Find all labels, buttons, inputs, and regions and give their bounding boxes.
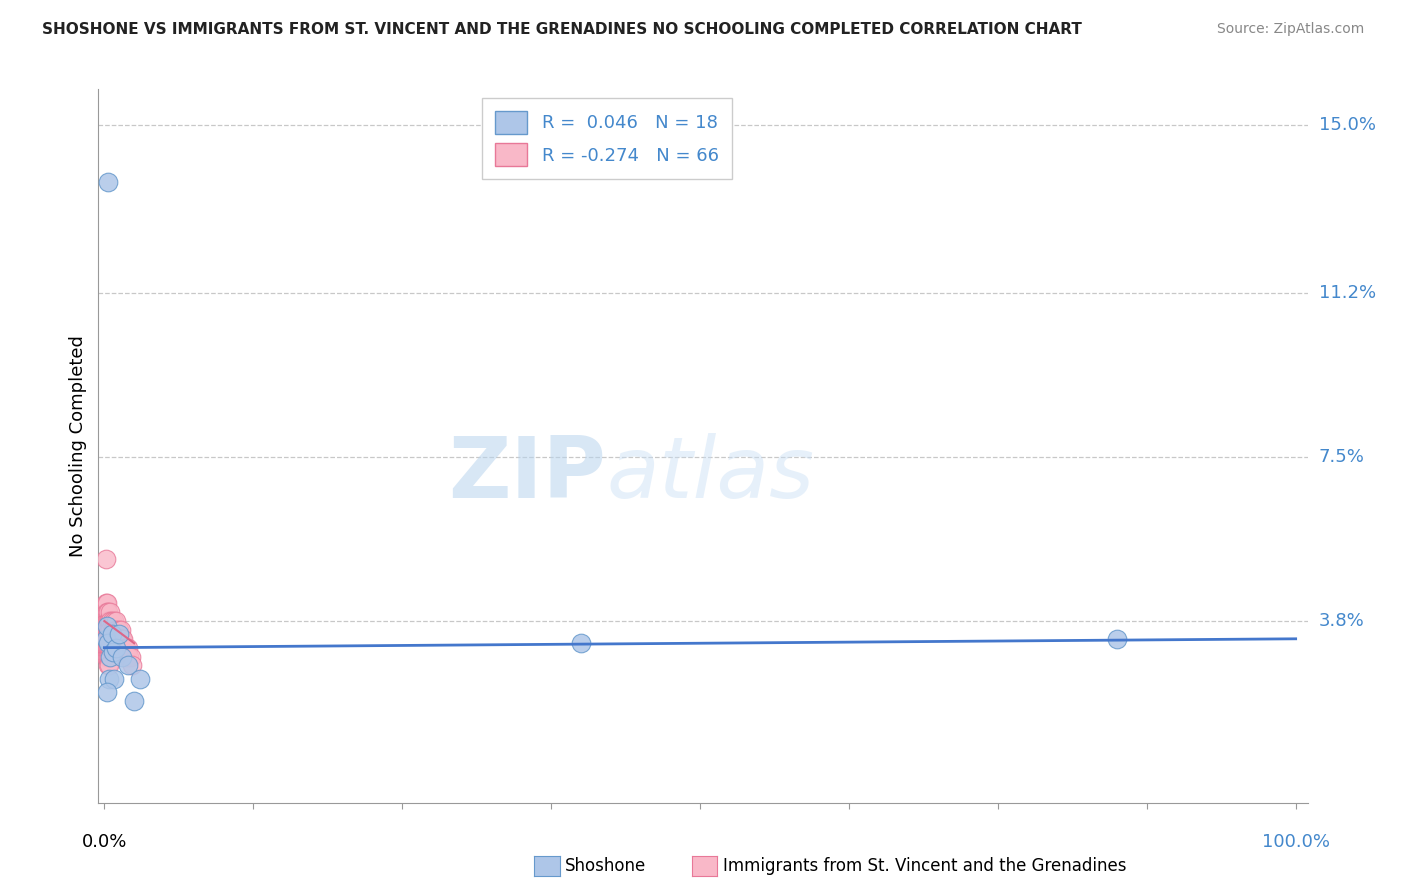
Point bbox=[107, 632, 129, 646]
Point bbox=[114, 640, 136, 655]
Point bbox=[94, 623, 117, 637]
Point bbox=[110, 632, 132, 646]
Point bbox=[105, 623, 128, 637]
Point bbox=[129, 672, 152, 686]
Point bbox=[98, 640, 121, 655]
Point bbox=[94, 640, 117, 655]
Point bbox=[96, 623, 118, 637]
Point bbox=[96, 632, 118, 646]
Point bbox=[569, 636, 592, 650]
Point bbox=[120, 649, 142, 664]
Text: 11.2%: 11.2% bbox=[1319, 284, 1376, 302]
Point bbox=[122, 694, 145, 708]
Point bbox=[108, 632, 131, 646]
Point bbox=[103, 623, 125, 637]
Point bbox=[105, 640, 128, 655]
Point bbox=[121, 658, 143, 673]
Text: Source: ZipAtlas.com: Source: ZipAtlas.com bbox=[1216, 22, 1364, 37]
Point bbox=[100, 614, 122, 628]
Point bbox=[107, 627, 129, 641]
Point bbox=[103, 614, 125, 628]
Point bbox=[104, 623, 127, 637]
Point bbox=[101, 632, 124, 646]
Point bbox=[98, 623, 121, 637]
Point bbox=[107, 640, 129, 655]
Legend: R =  0.046   N = 18, R = -0.274   N = 66: R = 0.046 N = 18, R = -0.274 N = 66 bbox=[482, 98, 731, 179]
Point bbox=[100, 623, 122, 637]
Point bbox=[98, 623, 121, 637]
Point bbox=[101, 640, 124, 655]
Point bbox=[104, 632, 127, 646]
Point bbox=[107, 632, 129, 646]
Point bbox=[94, 632, 117, 646]
Point bbox=[97, 614, 120, 628]
Point bbox=[96, 685, 118, 699]
Point bbox=[96, 596, 118, 610]
Text: 7.5%: 7.5% bbox=[1319, 448, 1365, 467]
Point bbox=[98, 649, 121, 664]
Point bbox=[100, 632, 122, 646]
Text: 15.0%: 15.0% bbox=[1319, 116, 1375, 134]
Point bbox=[105, 632, 128, 646]
Point bbox=[108, 640, 131, 655]
Point bbox=[107, 623, 129, 637]
Text: 100.0%: 100.0% bbox=[1261, 833, 1330, 851]
Point bbox=[97, 636, 120, 650]
Point bbox=[98, 640, 121, 655]
Point bbox=[97, 658, 120, 673]
Point bbox=[101, 623, 124, 637]
Point bbox=[114, 640, 136, 655]
Point bbox=[97, 640, 120, 655]
Point bbox=[97, 605, 120, 619]
Point bbox=[96, 614, 118, 628]
Point bbox=[96, 649, 118, 664]
Point bbox=[98, 632, 121, 646]
Point bbox=[100, 627, 122, 641]
Point bbox=[96, 618, 118, 632]
Text: ZIP: ZIP bbox=[449, 433, 606, 516]
Point bbox=[100, 640, 122, 655]
Point bbox=[94, 614, 117, 628]
Point bbox=[97, 175, 120, 189]
Point bbox=[111, 632, 134, 646]
Point bbox=[94, 605, 117, 619]
Point bbox=[94, 649, 117, 664]
Point bbox=[101, 645, 124, 659]
Point bbox=[110, 623, 132, 637]
Point bbox=[103, 672, 125, 686]
Point bbox=[98, 658, 121, 673]
Point bbox=[112, 632, 135, 646]
Point bbox=[97, 632, 120, 646]
Point bbox=[105, 614, 128, 628]
Point bbox=[117, 640, 139, 655]
Point bbox=[96, 640, 118, 655]
Point bbox=[111, 640, 134, 655]
Y-axis label: No Schooling Completed: No Schooling Completed bbox=[69, 335, 87, 557]
Point bbox=[98, 614, 121, 628]
Point bbox=[98, 632, 121, 646]
Point bbox=[98, 605, 121, 619]
Text: atlas: atlas bbox=[606, 433, 814, 516]
Point bbox=[94, 552, 117, 566]
Point bbox=[98, 649, 121, 664]
Point bbox=[97, 649, 120, 664]
Point bbox=[98, 614, 121, 628]
Text: 0.0%: 0.0% bbox=[82, 833, 127, 851]
Point bbox=[98, 672, 121, 686]
Point bbox=[118, 649, 141, 664]
Point bbox=[111, 649, 134, 664]
Point bbox=[115, 649, 138, 664]
Point bbox=[94, 632, 117, 646]
Point bbox=[94, 596, 117, 610]
Text: SHOSHONE VS IMMIGRANTS FROM ST. VINCENT AND THE GRENADINES NO SCHOOLING COMPLETE: SHOSHONE VS IMMIGRANTS FROM ST. VINCENT … bbox=[42, 22, 1083, 37]
Point bbox=[97, 623, 120, 637]
Point bbox=[1105, 632, 1128, 646]
Point bbox=[117, 658, 139, 673]
Text: Immigrants from St. Vincent and the Grenadines: Immigrants from St. Vincent and the Gren… bbox=[723, 857, 1126, 875]
Text: 3.8%: 3.8% bbox=[1319, 612, 1364, 630]
Point bbox=[103, 632, 125, 646]
Text: Shoshone: Shoshone bbox=[565, 857, 647, 875]
Point bbox=[96, 605, 118, 619]
